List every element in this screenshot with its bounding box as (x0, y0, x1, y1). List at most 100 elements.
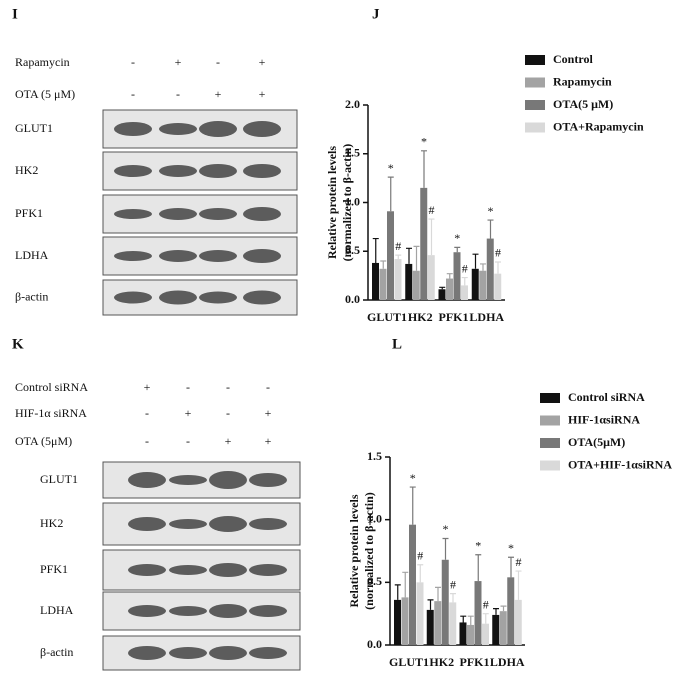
bar (379, 268, 387, 300)
blot-band (128, 605, 166, 617)
significance-marker: * (475, 539, 481, 553)
blot-band (209, 646, 247, 660)
y-tick-label: 0.5 (345, 243, 360, 257)
treatment-sign: + (259, 55, 266, 69)
bar (467, 624, 474, 645)
treatment-label: OTA (5 μM) (15, 87, 75, 101)
significance-marker: * (488, 204, 494, 218)
bar (453, 252, 461, 300)
bar (427, 255, 435, 300)
panel-label: I (12, 6, 18, 22)
significance-marker: # (516, 555, 522, 569)
bar (426, 609, 434, 645)
blot-band (209, 563, 247, 577)
bar (394, 599, 401, 645)
blot-band (243, 249, 281, 263)
bar (474, 581, 482, 645)
legend-swatch (540, 438, 560, 448)
error-bar (500, 605, 507, 612)
legend-swatch (525, 100, 545, 110)
blot-band (169, 519, 207, 529)
error-bar (395, 254, 402, 260)
error-bar (402, 571, 409, 598)
error-bar (394, 584, 401, 600)
blot-band (128, 472, 166, 488)
error-bar (409, 486, 416, 525)
bar (459, 622, 467, 645)
panel-label: L (392, 336, 402, 352)
significance-marker: # (417, 549, 423, 563)
blot-band (159, 123, 197, 135)
error-bar (442, 537, 449, 560)
bar (372, 262, 379, 300)
treatment-sign: - (131, 87, 135, 101)
error-bar (450, 593, 456, 603)
significance-marker: * (421, 135, 427, 149)
bar (416, 582, 424, 645)
protein-label: GLUT1 (15, 121, 53, 135)
blot-band (249, 564, 287, 576)
bar (446, 278, 453, 300)
blot-band (114, 122, 152, 136)
treatment-sign: + (144, 380, 151, 394)
bar (420, 187, 428, 300)
bar (479, 270, 487, 300)
legend-label: OTA+Rapamycin (553, 119, 644, 133)
treatment-label: HIF-1α siRNA (15, 406, 87, 420)
blot-band (243, 207, 281, 221)
error-bar (387, 176, 394, 212)
bar (486, 238, 494, 300)
blot-band (114, 209, 152, 219)
protein-label: LDHA (15, 248, 49, 262)
treatment-sign: - (226, 406, 230, 420)
blot-band (114, 165, 152, 177)
x-tick-label: GLUT1 (367, 310, 407, 324)
treatment-label: OTA (5μM) (15, 434, 72, 448)
error-bar (460, 615, 467, 623)
blot-band (249, 647, 287, 659)
legend-label: Rapamycin (553, 74, 612, 88)
y-axis-label: Relative protein levels (347, 494, 361, 607)
treatment-sign: + (175, 55, 182, 69)
blot-band (159, 290, 197, 305)
bar (387, 211, 394, 300)
treatment-sign: - (266, 380, 270, 394)
bar (494, 273, 502, 300)
blot-band (249, 605, 287, 617)
y-tick-label: 2.0 (345, 97, 360, 111)
significance-marker: * (388, 161, 394, 175)
protein-label: β-actin (40, 645, 73, 659)
error-bar (417, 564, 424, 583)
error-bar (495, 261, 501, 274)
blot-band (243, 164, 281, 178)
protein-label: HK2 (40, 516, 63, 530)
y-tick-label: 1.0 (367, 511, 382, 525)
legend-label: OTA(5 μM) (553, 97, 613, 111)
blot-band (243, 121, 281, 137)
blot-band (169, 606, 207, 616)
blot-band (159, 208, 197, 220)
treatment-sign: - (145, 406, 149, 420)
blot-band (114, 291, 152, 304)
significance-marker: * (410, 471, 416, 485)
error-bar (446, 273, 453, 279)
x-tick-label: HK2 (429, 655, 454, 669)
legend-swatch (525, 77, 545, 88)
significance-marker: # (395, 239, 401, 253)
treatment-sign: + (265, 406, 272, 420)
y-axis-label: Relative protein levels (325, 146, 339, 259)
error-bar (487, 219, 494, 239)
legend-swatch (540, 415, 560, 426)
error-bar (461, 276, 468, 286)
protein-label: LDHA (40, 603, 74, 617)
bar (441, 559, 449, 645)
blot-band (243, 290, 281, 305)
error-bar (427, 599, 434, 610)
blot-band (128, 646, 166, 660)
bar (482, 623, 489, 645)
error-bar (493, 608, 499, 615)
protein-label: β-actin (15, 289, 48, 303)
blot-band (199, 208, 237, 220)
blot-band (114, 251, 152, 261)
